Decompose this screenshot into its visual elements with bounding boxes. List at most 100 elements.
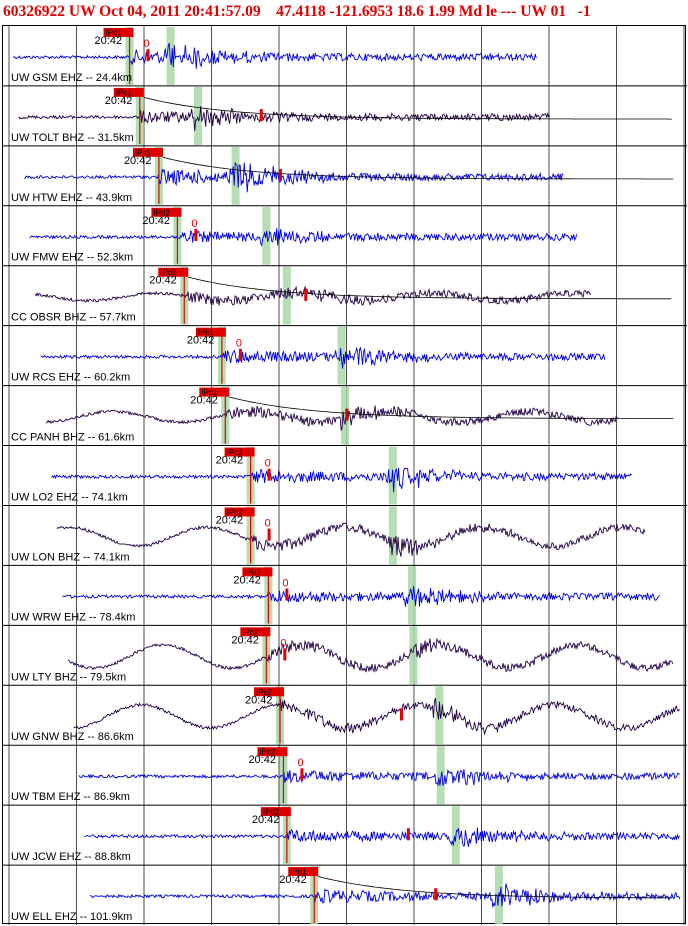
time-label: 20:42 [190, 395, 218, 407]
waveform [67, 637, 674, 673]
event-longitude: -121.6953 [329, 3, 393, 20]
pick-flag [257, 747, 288, 757]
s-phase-band [166, 27, 175, 85]
event-separator: --- [500, 3, 517, 20]
station-label: UW TOLT BHZ -- 31.5km [11, 132, 134, 144]
event-header: 60326922 UW Oct 04, 2011 20:41:57.09 47.… [3, 2, 591, 22]
pick-flag [103, 28, 134, 37]
waveform [12, 42, 537, 69]
amplitude-tick [434, 888, 438, 901]
event-region: UW [520, 3, 547, 20]
waveform [62, 586, 660, 607]
station-label: CC PANH BHZ -- 61.6km [11, 432, 134, 444]
pick-label: IPc2 [259, 748, 276, 757]
station-label: UW WRW EHZ -- 78.4km [11, 611, 135, 623]
station-label: UW GSM EHZ -- 24.4km [11, 72, 132, 84]
waveform [40, 346, 606, 369]
coda-curve [318, 876, 673, 899]
event-network: UW [68, 3, 96, 20]
event-extra: -1 [577, 3, 591, 20]
pick-label: IPc2 [242, 628, 259, 637]
pick-label: IPc2 [227, 508, 244, 517]
pick-label: IPd2 [153, 208, 170, 217]
pick-flag [240, 627, 271, 637]
amplitude-tick [400, 708, 404, 721]
zero-marker: 0 [282, 577, 288, 589]
amplitude-tick [285, 588, 289, 601]
station-label: UW GNW BHZ -- 86.6km [11, 731, 134, 743]
waveform [29, 228, 578, 247]
station-label: UW TBM EHZ -- 86.9km [11, 791, 130, 803]
waveform [24, 162, 564, 193]
zero-marker: 0 [297, 757, 303, 769]
amplitude-tick [267, 468, 271, 481]
amplitude-tick [304, 288, 308, 301]
s-phase-band [409, 626, 418, 685]
station-label: UW HTW EHZ -- 43.9km [11, 192, 132, 204]
waveform [56, 522, 646, 557]
waveform [89, 883, 681, 908]
event-datetime: Oct 04, 2011 20:41:57.09 [99, 3, 261, 20]
station-label: UW RCS EHZ -- 60.2km [11, 372, 130, 384]
pick-label: IPc1 [201, 388, 218, 397]
s-phase-band [435, 686, 444, 745]
time-label: 20:42 [248, 754, 276, 766]
amplitude-tick [267, 528, 271, 541]
time-label: 20:42 [124, 155, 152, 167]
event-depth: 18.6 [396, 3, 424, 20]
amplitude-tick [146, 49, 150, 62]
pick-label: IPc2 [160, 268, 177, 277]
zero-marker: 0 [144, 38, 150, 50]
zero-marker: 0 [191, 218, 197, 230]
zero-marker: 0 [236, 338, 242, 350]
time-label: 20:42 [252, 814, 280, 826]
pick-flag [254, 687, 285, 697]
station-label: UW LON BHZ -- 74.1km [11, 551, 130, 563]
event-etype: le [485, 3, 498, 20]
pick-label: IPd2 [244, 568, 261, 577]
time-label: 20:42 [105, 95, 133, 107]
station-label: UW FMW EHZ -- 52.3km [11, 252, 133, 264]
event-id: 60326922 [3, 3, 65, 20]
pick-flag [199, 387, 230, 397]
amplitude-tick [406, 828, 410, 841]
time-label: 20:42 [279, 874, 307, 886]
pick-flag [260, 807, 291, 817]
zero-marker: 0 [265, 517, 271, 529]
station-label: UW LO2 EHZ -- 74.1km [11, 491, 128, 503]
pick-flag [158, 267, 189, 277]
time-label: 20:42 [233, 574, 261, 586]
pick-label: IPd1 [290, 868, 307, 877]
pick-label: IPc1 [106, 29, 123, 38]
amplitude-tick [278, 169, 282, 182]
pick-label: IPc2 [256, 688, 273, 697]
pick-label: IPc1 [116, 88, 133, 97]
coda-curve [162, 156, 673, 180]
s-phase-band [193, 86, 202, 145]
pick-flag [195, 327, 226, 337]
pick-label: IPc2 [227, 448, 244, 457]
station-label: UW JCW EHZ -- 88.8km [11, 851, 131, 863]
amplitude-tick [283, 648, 287, 661]
event-latitude: 47.4118 [276, 3, 326, 20]
time-label: 20:42 [231, 634, 259, 646]
time-label: 20:42 [187, 335, 215, 347]
amplitude-tick [194, 228, 198, 241]
pick-label: IPd2 [263, 808, 280, 817]
coda-curve [229, 396, 674, 420]
waveform [84, 827, 680, 848]
